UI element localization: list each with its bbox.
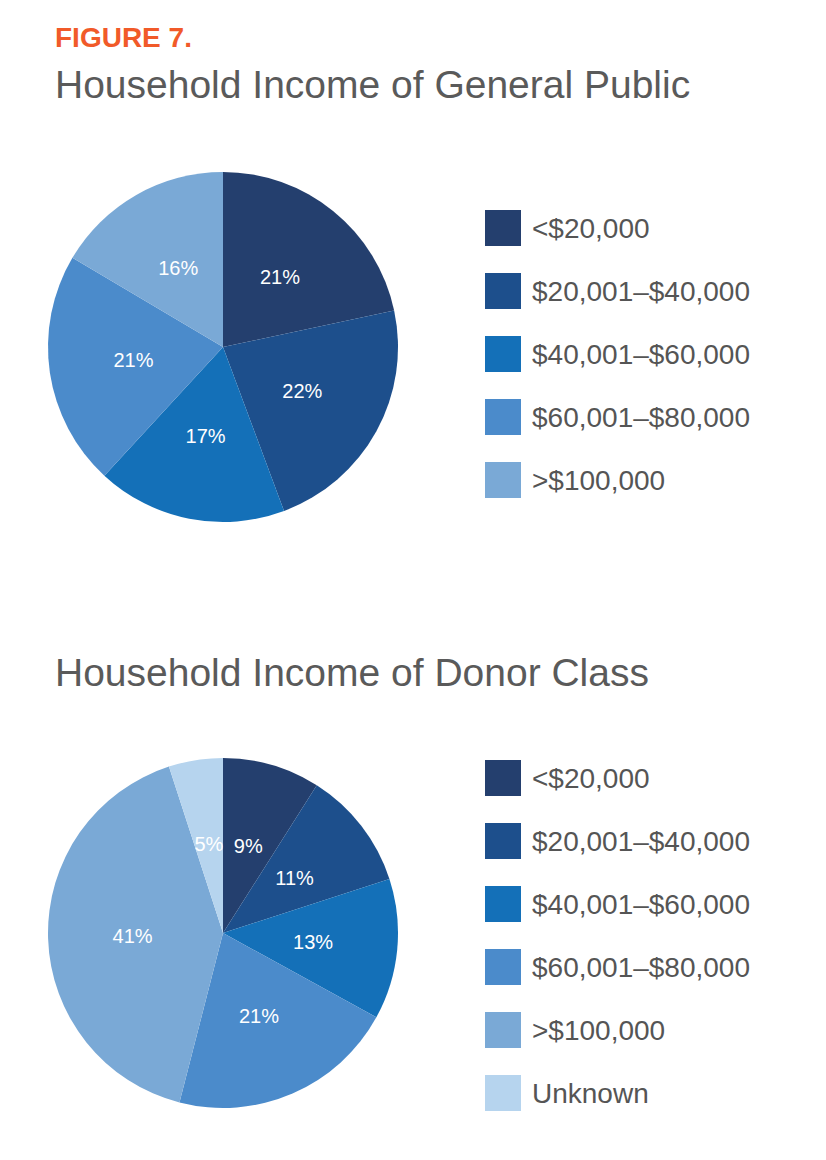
svg-text:22%: 22%	[282, 380, 322, 402]
svg-text:17%: 17%	[186, 425, 226, 447]
svg-text:$40,001–$60,000: $40,001–$60,000	[532, 889, 750, 920]
svg-text:13%: 13%	[293, 931, 333, 953]
svg-text:9%: 9%	[234, 835, 263, 857]
svg-text:Household Income of General Pu: Household Income of General Public	[55, 63, 690, 106]
svg-text:$20,001–$40,000: $20,001–$40,000	[532, 276, 750, 307]
svg-text:$20,001–$40,000: $20,001–$40,000	[532, 826, 750, 857]
svg-text:5%: 5%	[194, 833, 223, 855]
svg-text:$60,001–$80,000: $60,001–$80,000	[532, 402, 750, 433]
svg-text:41%: 41%	[113, 925, 153, 947]
svg-text:FIGURE 7.: FIGURE 7.	[55, 22, 192, 53]
svg-text:>$100,000: >$100,000	[532, 465, 665, 496]
svg-text:>$100,000: >$100,000	[532, 1015, 665, 1046]
svg-text:<$20,000: <$20,000	[532, 763, 650, 794]
svg-text:21%: 21%	[260, 266, 300, 288]
svg-text:11%: 11%	[275, 867, 314, 889]
svg-text:21%: 21%	[113, 349, 153, 371]
svg-text:$60,001–$80,000: $60,001–$80,000	[532, 952, 750, 983]
svg-text:$40,001–$60,000: $40,001–$60,000	[532, 339, 750, 370]
svg-text:Household Income of Donor Clas: Household Income of Donor Class	[55, 651, 649, 694]
svg-text:21%: 21%	[239, 1005, 279, 1027]
svg-text:16%: 16%	[158, 257, 198, 279]
svg-text:<$20,000: <$20,000	[532, 213, 650, 244]
svg-text:Unknown: Unknown	[532, 1078, 649, 1109]
